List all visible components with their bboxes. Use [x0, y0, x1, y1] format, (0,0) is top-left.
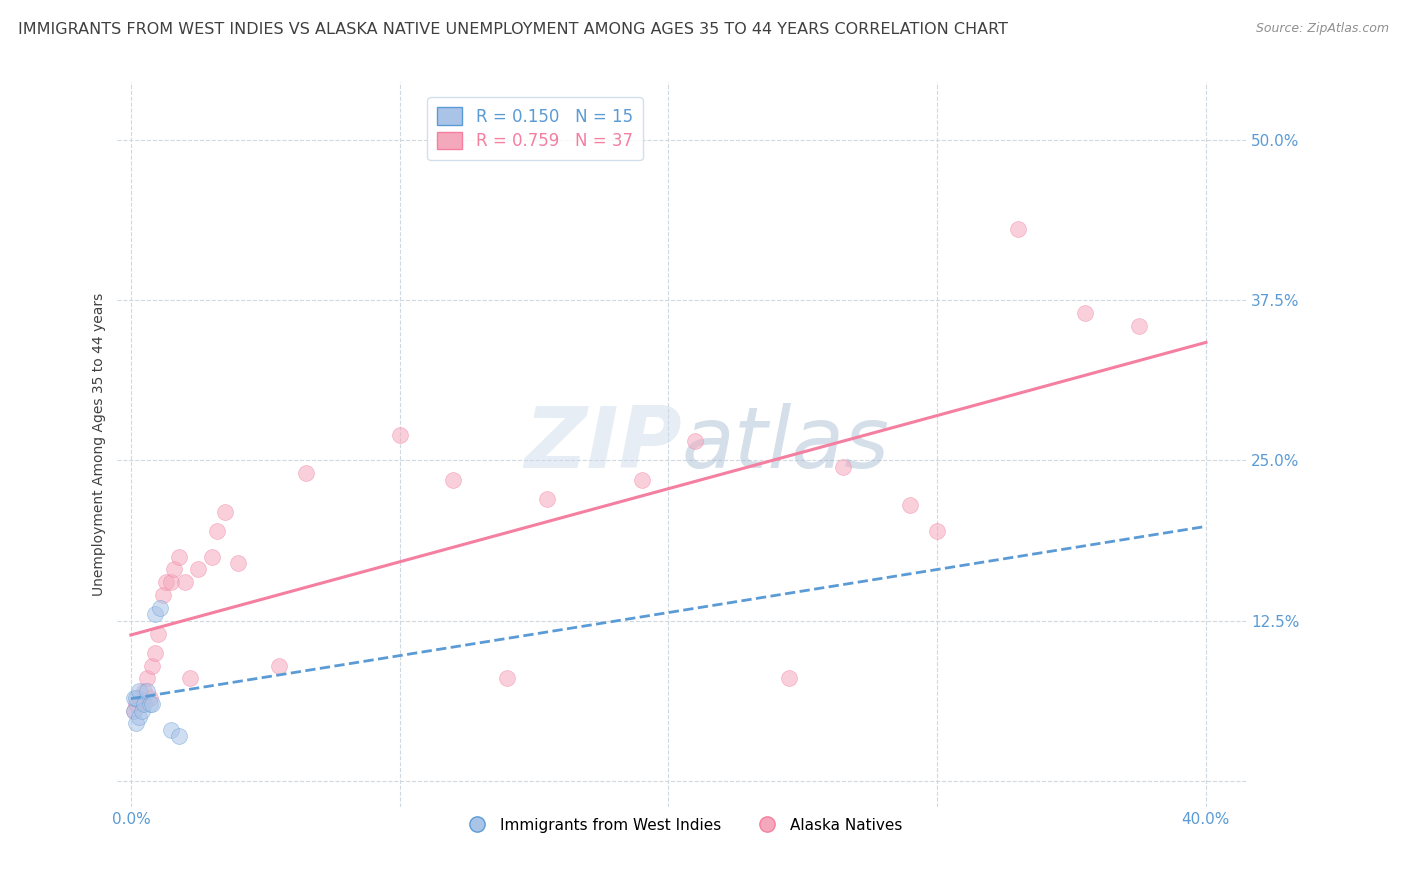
Point — [128, 710, 150, 724]
Point — [134, 697, 156, 711]
Point — [160, 723, 183, 737]
Point — [200, 549, 222, 564]
Point — [143, 607, 166, 622]
Point — [441, 473, 464, 487]
Point — [128, 684, 150, 698]
Point — [138, 697, 160, 711]
Text: Source: ZipAtlas.com: Source: ZipAtlas.com — [1256, 22, 1389, 36]
Point — [778, 672, 800, 686]
Point — [160, 575, 183, 590]
Point — [122, 704, 145, 718]
Point — [294, 466, 316, 480]
Point — [149, 600, 172, 615]
Text: IMMIGRANTS FROM WEST INDIES VS ALASKA NATIVE UNEMPLOYMENT AMONG AGES 35 TO 44 YE: IMMIGRANTS FROM WEST INDIES VS ALASKA NA… — [18, 22, 1008, 37]
Text: ZIP: ZIP — [524, 403, 682, 486]
Point — [536, 491, 558, 506]
Point — [1007, 222, 1029, 236]
Point — [685, 434, 707, 449]
Point — [1128, 318, 1150, 333]
Point — [122, 690, 145, 705]
Point — [187, 562, 209, 576]
Point — [167, 549, 190, 564]
Point — [205, 524, 228, 538]
Point — [167, 729, 190, 743]
Point — [267, 658, 290, 673]
Point — [173, 575, 195, 590]
Point — [146, 626, 169, 640]
Legend: Immigrants from West Indies, Alaska Natives: Immigrants from West Indies, Alaska Nati… — [456, 812, 908, 839]
Point — [125, 716, 148, 731]
Point — [898, 498, 921, 512]
Point — [125, 690, 148, 705]
Point — [143, 646, 166, 660]
Point — [128, 690, 150, 705]
Point — [163, 562, 186, 576]
Y-axis label: Unemployment Among Ages 35 to 44 years: Unemployment Among Ages 35 to 44 years — [93, 293, 107, 596]
Point — [155, 575, 177, 590]
Point — [388, 427, 411, 442]
Point — [927, 524, 949, 538]
Point — [228, 556, 250, 570]
Point — [122, 704, 145, 718]
Point — [136, 684, 159, 698]
Point — [136, 672, 159, 686]
Text: atlas: atlas — [682, 403, 890, 486]
Point — [141, 658, 163, 673]
Point — [138, 690, 160, 705]
Point — [125, 697, 148, 711]
Point — [832, 459, 855, 474]
Point — [131, 704, 153, 718]
Point — [179, 672, 201, 686]
Point — [141, 697, 163, 711]
Point — [630, 473, 652, 487]
Point — [131, 697, 153, 711]
Point — [496, 672, 519, 686]
Point — [1074, 306, 1097, 320]
Point — [134, 684, 156, 698]
Point — [152, 588, 174, 602]
Point — [214, 505, 236, 519]
